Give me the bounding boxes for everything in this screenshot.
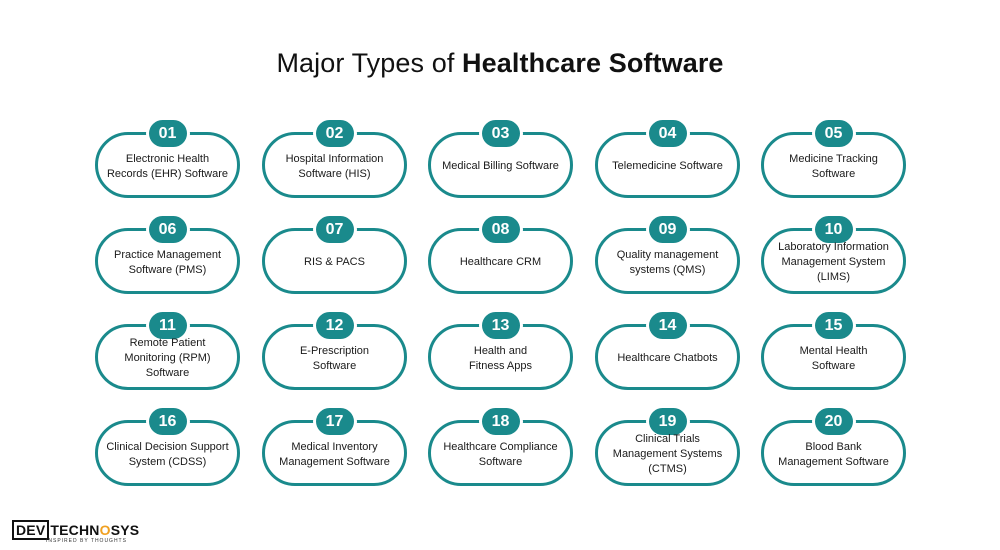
software-type-card: 06 Practice Management Software (PMS): [95, 216, 240, 294]
software-type-label: Mental Health Software: [799, 344, 868, 372]
number-badge: 06: [148, 216, 187, 243]
software-type-label: Laboratory Information Management System…: [778, 241, 889, 283]
software-type-card: 13 Health and Fitness Apps: [428, 312, 573, 390]
software-type-card: 08 Healthcare CRM: [428, 216, 573, 294]
logo-wordmark: DEV TECHNOSYS: [12, 520, 140, 540]
logo-dev: DEV: [12, 520, 50, 540]
software-type-card: 04 Telemedicine Software: [595, 120, 740, 198]
logo-sys: SYS: [110, 522, 140, 538]
software-type-label: RIS & PACS: [304, 256, 365, 268]
software-type-label: Quality management systems (QMS): [616, 248, 719, 276]
software-type-label: Blood Bank Management Software: [778, 440, 889, 468]
number-badge: 15: [814, 312, 853, 339]
software-type-label: Remote Patient Monitoring (RPM) Software: [124, 337, 211, 379]
software-type-card: 20 Blood Bank Management Software: [761, 408, 906, 486]
number-badge: 09: [648, 216, 687, 243]
number-badge: 13: [481, 312, 520, 339]
software-type-card: 09 Quality management systems (QMS): [595, 216, 740, 294]
software-type-card: 16 Clinical Decision Support System (CDSS…: [95, 408, 240, 486]
number-badge: 02: [315, 120, 354, 147]
software-type-card: 05 Medicine Tracking Software: [761, 120, 906, 198]
number-badge: 03: [481, 120, 520, 147]
number-badge: 10: [814, 216, 853, 243]
software-type-label: Healthcare Chatbots: [617, 352, 718, 364]
number-badge: 08: [481, 216, 520, 243]
software-type-label: Healthcare Compliance Software: [443, 440, 558, 468]
number-badge: 19: [648, 408, 687, 435]
software-type-label: Medicine Tracking Software: [789, 152, 878, 180]
software-type-label: Medical Inventory Management Software: [279, 440, 390, 468]
software-type-card: 02 Hospital Information Software (HIS): [262, 120, 407, 198]
number-badge: 16: [148, 408, 187, 435]
software-type-label: Hospital Information Software (HIS): [285, 152, 384, 180]
number-badge: 01: [148, 120, 187, 147]
software-type-card: 18 Healthcare Compliance Software: [428, 408, 573, 486]
number-badge: 11: [148, 312, 187, 339]
software-type-label: Medical Billing Software: [442, 160, 559, 172]
logo-techno: TECHN: [50, 522, 100, 538]
devtechnosys-logo: DEV TECHNOSYS INSPIRED BY THOUGHTS: [12, 520, 142, 546]
software-type-label: Telemedicine Software: [612, 160, 723, 172]
number-badge: 12: [315, 312, 354, 339]
title-regular: Major Types of: [276, 48, 463, 78]
number-badge: 17: [315, 408, 354, 435]
number-badge: 18: [481, 408, 520, 435]
page-title: Major Types of Healthcare Software: [0, 48, 1000, 79]
software-type-label: Practice Management Software (PMS): [114, 248, 221, 276]
software-type-card: 10 Laboratory Information Management Syst…: [761, 216, 906, 294]
software-type-label: Clinical Decision Support System (CDSS): [106, 440, 229, 468]
title-bold: Healthcare Software: [462, 48, 724, 78]
software-type-label: Healthcare CRM: [459, 256, 542, 268]
software-type-card: 01 Electronic Health Records (EHR) Softwa…: [95, 120, 240, 198]
number-badge: 14: [648, 312, 687, 339]
software-type-card: 17 Medical Inventory Management Software: [262, 408, 407, 486]
software-type-card: 07 RIS & PACS: [262, 216, 407, 294]
number-badge: 07: [315, 216, 354, 243]
software-type-label: Clinical Trials Management Systems (CTMS…: [612, 433, 723, 475]
software-type-card: 11 Remote Patient Monitoring (RPM) Softwa…: [95, 312, 240, 390]
software-type-label: Health and Fitness Apps: [469, 344, 532, 372]
logo-tagline: INSPIRED BY THOUGHTS: [46, 538, 127, 544]
number-badge: 05: [814, 120, 853, 147]
software-type-card: 12 E-Prescription Software: [262, 312, 407, 390]
software-type-card: 03 Medical Billing Software: [428, 120, 573, 198]
number-badge: 04: [648, 120, 687, 147]
software-type-card: 19 Clinical Trials Management Systems (CT…: [595, 408, 740, 486]
software-type-card: 14 Healthcare Chatbots: [595, 312, 740, 390]
logo-o: O: [99, 522, 111, 538]
software-type-card: 15 Mental Health Software: [761, 312, 906, 390]
software-type-label: Electronic Health Records (EHR) Software: [106, 152, 229, 180]
software-type-label: E-Prescription Software: [299, 344, 370, 372]
number-badge: 20: [814, 408, 853, 435]
